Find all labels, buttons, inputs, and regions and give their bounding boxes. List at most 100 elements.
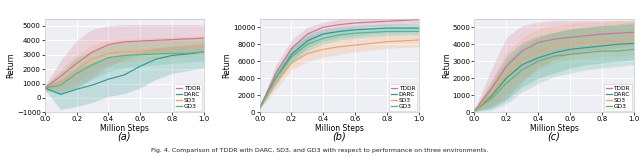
TDDR xyxy=(200,37,208,39)
GD3 xyxy=(486,99,494,100)
SD3 xyxy=(104,52,112,54)
TDDR xyxy=(57,75,65,77)
TDDR xyxy=(319,26,327,28)
TDDR xyxy=(566,37,574,38)
DARC xyxy=(383,27,391,29)
DARC xyxy=(41,87,49,89)
SD3 xyxy=(319,48,327,50)
TDDR xyxy=(303,33,311,35)
SD3 xyxy=(470,110,478,112)
TDDR xyxy=(582,35,589,37)
GD3 xyxy=(351,32,359,34)
DARC xyxy=(486,96,494,98)
SD3 xyxy=(534,50,542,52)
SD3 xyxy=(486,94,494,96)
DARC xyxy=(256,107,264,109)
DARC xyxy=(470,110,478,112)
TDDR xyxy=(89,51,97,53)
SD3 xyxy=(200,45,208,47)
Line: TDDR: TDDR xyxy=(474,32,634,111)
TDDR xyxy=(399,20,406,21)
GD3 xyxy=(502,83,510,84)
SD3 xyxy=(335,46,343,48)
TDDR xyxy=(534,42,542,44)
Y-axis label: Return: Return xyxy=(6,53,15,78)
SD3 xyxy=(518,59,526,61)
GD3 xyxy=(399,31,406,32)
DARC xyxy=(120,74,128,76)
TDDR xyxy=(630,31,637,33)
DARC xyxy=(104,78,112,80)
TDDR xyxy=(256,107,264,109)
SD3 xyxy=(184,47,192,49)
SD3 xyxy=(152,49,160,51)
SD3 xyxy=(168,47,176,49)
TDDR xyxy=(470,110,478,112)
TDDR xyxy=(184,38,192,40)
GD3 xyxy=(256,107,264,109)
GD3 xyxy=(287,56,295,58)
GD3 xyxy=(598,50,605,52)
GD3 xyxy=(120,54,128,56)
GD3 xyxy=(518,69,526,71)
Text: (b): (b) xyxy=(332,131,346,141)
DARC xyxy=(136,65,144,67)
DARC xyxy=(287,54,295,55)
DARC xyxy=(614,43,621,45)
DARC xyxy=(89,84,97,86)
Line: GD3: GD3 xyxy=(474,49,634,111)
TDDR xyxy=(73,62,81,64)
SD3 xyxy=(89,58,97,60)
SD3 xyxy=(550,45,558,47)
GD3 xyxy=(272,77,280,79)
GD3 xyxy=(550,55,558,57)
TDDR xyxy=(383,20,391,22)
SD3 xyxy=(41,87,49,89)
DARC xyxy=(184,53,192,55)
DARC xyxy=(335,31,343,32)
Text: Fig. 4. Comparison of TDDR with DARC, SD3, and GD3 with respect to performance o: Fig. 4. Comparison of TDDR with DARC, SD… xyxy=(151,148,489,153)
Line: SD3: SD3 xyxy=(260,40,419,108)
DARC xyxy=(272,77,280,79)
DARC xyxy=(168,54,176,56)
DARC xyxy=(57,93,65,95)
GD3 xyxy=(470,110,478,112)
Line: TDDR: TDDR xyxy=(45,38,204,88)
TDDR xyxy=(415,19,422,20)
TDDR xyxy=(168,39,176,41)
GD3 xyxy=(319,37,327,39)
TDDR xyxy=(272,73,280,75)
TDDR xyxy=(104,44,112,46)
SD3 xyxy=(351,44,359,46)
DARC xyxy=(319,33,327,35)
SD3 xyxy=(598,40,605,42)
SD3 xyxy=(566,43,574,45)
Line: SD3: SD3 xyxy=(45,46,204,88)
GD3 xyxy=(168,52,176,54)
TDDR xyxy=(614,32,621,34)
GD3 xyxy=(184,52,192,54)
GD3 xyxy=(89,64,97,66)
SD3 xyxy=(120,51,128,53)
DARC xyxy=(152,58,160,60)
Line: GD3: GD3 xyxy=(45,52,204,88)
DARC xyxy=(351,29,359,31)
Y-axis label: Return: Return xyxy=(442,53,451,78)
DARC xyxy=(566,48,574,50)
SD3 xyxy=(57,81,65,83)
DARC xyxy=(598,45,605,47)
SD3 xyxy=(136,50,144,52)
SD3 xyxy=(287,62,295,64)
TDDR xyxy=(486,89,494,91)
Line: SD3: SD3 xyxy=(474,39,634,111)
GD3 xyxy=(582,52,589,54)
Line: DARC: DARC xyxy=(474,43,634,111)
SD3 xyxy=(272,82,280,83)
TDDR xyxy=(518,50,526,52)
TDDR xyxy=(550,38,558,40)
X-axis label: Million Steps: Million Steps xyxy=(315,124,364,133)
DARC xyxy=(367,28,375,30)
GD3 xyxy=(630,48,637,50)
GD3 xyxy=(104,57,112,58)
SD3 xyxy=(502,74,510,76)
